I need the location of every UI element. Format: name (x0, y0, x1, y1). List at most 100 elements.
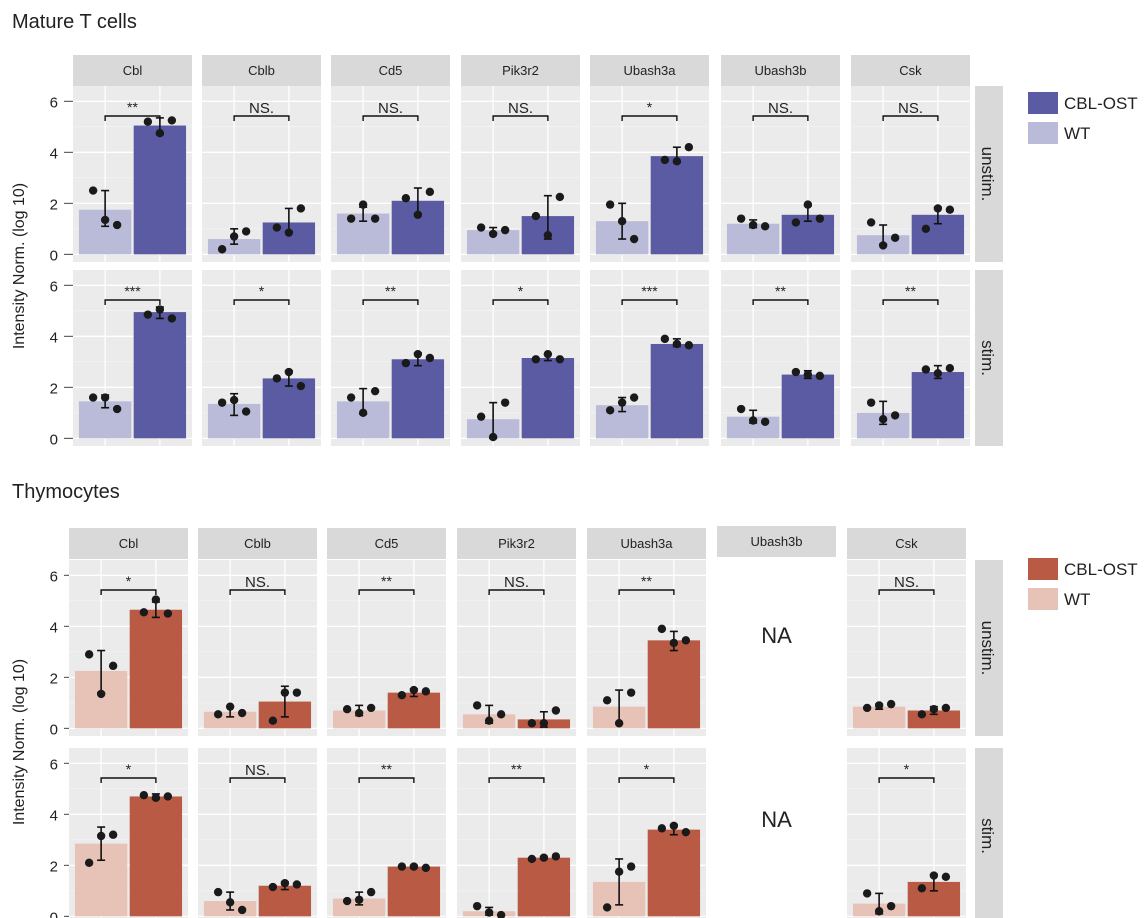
bracket-line (621, 299, 678, 305)
column-strip (590, 55, 709, 86)
data-point-cbl-ost (409, 862, 419, 871)
data-point-wt (488, 432, 498, 442)
significance-label: NS. (378, 100, 403, 117)
panel-cd5-stim: ** (331, 270, 450, 446)
data-point-cbl-ost (660, 334, 670, 344)
y-tick-label: 6 (50, 568, 58, 585)
legend-swatch-wt (1028, 588, 1058, 610)
data-point-cbl-ost (163, 609, 173, 618)
bar-cbl-ost (387, 692, 441, 729)
data-point-wt (96, 689, 106, 699)
bar-cbl-ost (129, 796, 183, 917)
column-label: Csk (895, 536, 918, 551)
data-point-wt (213, 710, 223, 719)
panel-cd5-unstim: NS. (331, 86, 450, 262)
y-tick-label: 0 (50, 431, 58, 448)
legend-label: CBL-OST (1064, 560, 1138, 579)
y-tick-label: 0 (50, 909, 58, 918)
chart-title: Thymocytes (12, 481, 120, 503)
significance-label: * (126, 573, 132, 589)
bar-cbl-ost (781, 374, 835, 439)
panel-ubash3a-unstim: * (590, 86, 709, 262)
legend: CBL-OST WT (1028, 92, 1138, 144)
data-point-cbl-ost (551, 852, 561, 861)
significance-bracket (752, 115, 809, 121)
column-label: Cblb (244, 536, 271, 551)
panel-ubash3b-unstim: NS. (721, 86, 840, 262)
y-tick-label: 2 (50, 380, 58, 397)
data-point-cbl-ost (268, 882, 278, 892)
data-point-cbl-ost (143, 117, 153, 126)
data-point-wt (605, 406, 615, 415)
na-label: NA (761, 623, 792, 648)
data-point-cbl-ost (272, 223, 282, 232)
column-label: Cblb (248, 63, 275, 78)
data-point-cbl-ost (151, 793, 161, 802)
data-point-cbl-ost (681, 636, 691, 645)
significance-label: NS. (245, 762, 270, 779)
data-point-wt (866, 398, 876, 407)
column-strip (717, 526, 836, 557)
data-point-cbl-ost (284, 228, 294, 237)
data-point-cbl-ost (167, 116, 177, 125)
panel-cd5-unstim: ** (327, 560, 446, 736)
data-point-cbl-ost (409, 685, 419, 695)
data-point-cbl-ost (933, 204, 943, 213)
data-point-wt (213, 887, 223, 897)
y-tick-label: 2 (50, 196, 58, 213)
bracket-line (878, 777, 935, 783)
bar-cbl-ost (517, 857, 571, 917)
significance-bracket (618, 777, 675, 783)
data-point-cbl-ost (551, 706, 561, 715)
y-axis-label: Intensity Norm. (log 10) (11, 659, 28, 825)
column-strip (198, 528, 317, 559)
legend-label: WT (1064, 590, 1090, 609)
data-point-wt (229, 232, 239, 241)
data-point-cbl-ost (815, 371, 825, 381)
row-strip (975, 560, 1003, 736)
data-point-wt (370, 214, 380, 223)
data-point-cbl-ost (401, 194, 411, 203)
data-point-wt (225, 898, 235, 907)
data-point-cbl-ost (292, 880, 302, 889)
panel-cblb-unstim: NS. (198, 560, 317, 736)
column-label: Ubash3a (623, 63, 676, 78)
significance-bracket (362, 115, 419, 121)
data-point-cbl-ost (660, 155, 670, 165)
data-point-cbl-ost (527, 854, 537, 864)
significance-bracket (488, 777, 545, 783)
data-point-cbl-ost (684, 341, 694, 350)
data-point-cbl-ost (657, 824, 667, 833)
significance-bracket (752, 299, 809, 305)
data-point-wt (225, 702, 235, 711)
y-axis-label: Intensity Norm. (log 10) (11, 183, 28, 349)
data-point-wt (760, 417, 770, 426)
significance-bracket (621, 115, 678, 121)
significance-label: * (644, 761, 650, 777)
bracket-line (618, 777, 675, 783)
data-point-wt (366, 703, 376, 713)
bracket-line (229, 777, 286, 783)
data-point-cbl-ost (151, 595, 161, 604)
row-strip (975, 748, 1003, 918)
bracket-line (882, 299, 939, 305)
data-point-wt (229, 395, 239, 405)
data-point-wt (488, 229, 498, 239)
column-strip (69, 528, 188, 559)
data-point-wt (370, 386, 380, 396)
data-point-wt (96, 831, 106, 841)
bracket-line (752, 115, 809, 121)
y-tick-label: 2 (50, 858, 58, 875)
significance-label: * (259, 283, 265, 299)
bar-cbl-ost (133, 125, 187, 255)
bar-cbl-ost (911, 372, 965, 439)
data-point-cbl-ost (917, 710, 927, 719)
data-point-wt (472, 901, 482, 911)
thymocytes-chart: Thymocytes Intensity Norm. (log 10) Cbl Cbl… (11, 481, 1138, 918)
data-point-wt (626, 862, 636, 871)
data-point-cbl-ost (539, 853, 549, 862)
data-point-cbl-ost (401, 358, 411, 368)
significance-label: * (904, 761, 910, 777)
data-point-wt (614, 867, 624, 876)
data-point-cbl-ost (167, 314, 177, 323)
